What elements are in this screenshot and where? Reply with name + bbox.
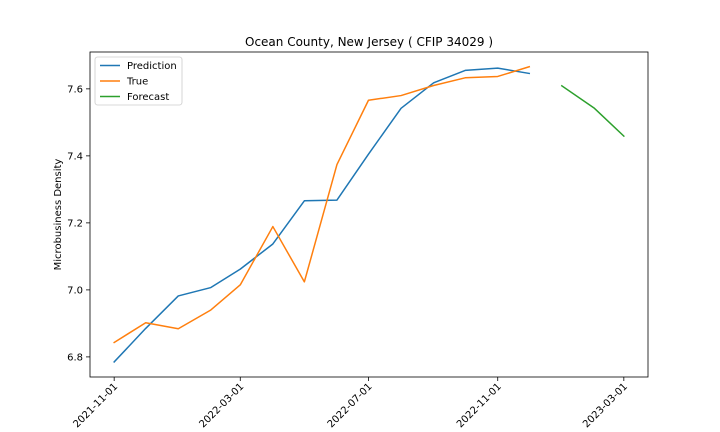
series-line-true [113,65,531,344]
y-tick-label: 7.0 [67,285,83,296]
series-line-prediction [113,67,531,363]
y-tick-label: 7.4 [67,151,83,162]
legend-label-true: True [126,77,148,88]
series-line-forecast [560,84,625,138]
y-axis: 6.8 7.0 7.2 7.4 7.6 [67,84,90,363]
y-tick-label: 7.6 [67,84,83,95]
legend: Prediction True Forecast [94,56,183,106]
legend-label-forecast: Forecast [127,92,169,103]
legend-box [94,56,183,106]
plot-frame [89,51,649,378]
legend-label-prediction: Prediction [127,61,177,72]
chart-title: Ocean County, New Jersey ( CFIP 34029 ) [245,35,493,49]
y-axis-label: Microbusiness Density [53,159,64,271]
y-tick-label: 7.2 [67,218,83,229]
series-layer [113,65,625,363]
y-tick-label: 6.8 [67,352,83,363]
